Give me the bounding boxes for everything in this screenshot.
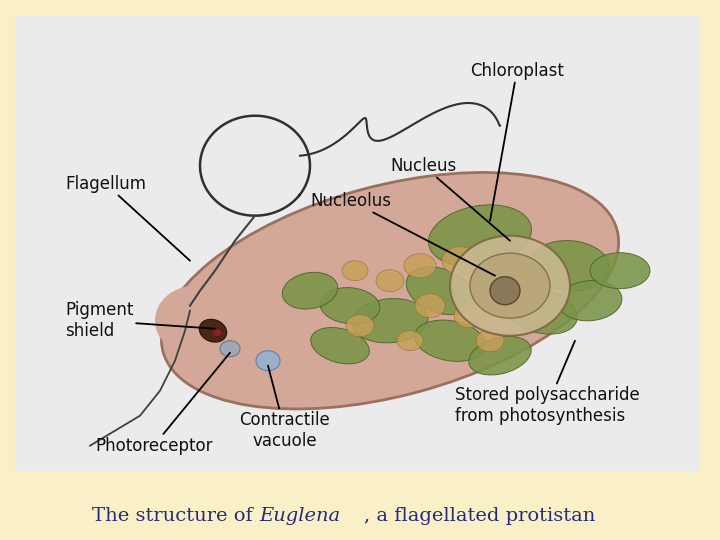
Ellipse shape — [454, 303, 486, 328]
Ellipse shape — [530, 240, 610, 291]
Ellipse shape — [450, 235, 570, 336]
Ellipse shape — [342, 261, 368, 281]
Ellipse shape — [428, 205, 531, 267]
Text: Stored polysaccharide
from photosynthesis: Stored polysaccharide from photosynthesi… — [455, 341, 640, 425]
Ellipse shape — [212, 329, 222, 337]
Ellipse shape — [311, 328, 369, 364]
Ellipse shape — [404, 254, 436, 278]
Ellipse shape — [346, 315, 374, 337]
Ellipse shape — [476, 330, 504, 352]
Text: Flagellum: Flagellum — [65, 175, 190, 261]
Ellipse shape — [161, 172, 618, 409]
Text: Pigment
shield: Pigment shield — [65, 301, 215, 340]
Ellipse shape — [282, 272, 338, 309]
Text: The structure of: The structure of — [92, 507, 259, 525]
Text: Nucleolus: Nucleolus — [310, 192, 495, 276]
Ellipse shape — [256, 350, 280, 370]
Ellipse shape — [490, 276, 520, 305]
Ellipse shape — [442, 247, 478, 275]
Text: , a flagellated protistan: , a flagellated protistan — [364, 507, 595, 525]
FancyBboxPatch shape — [15, 16, 700, 471]
Ellipse shape — [469, 336, 531, 375]
Text: Photoreceptor: Photoreceptor — [95, 353, 230, 455]
Ellipse shape — [352, 299, 428, 343]
Ellipse shape — [397, 330, 423, 350]
Ellipse shape — [503, 287, 577, 334]
Ellipse shape — [558, 281, 622, 321]
Ellipse shape — [590, 253, 650, 289]
Text: Nucleus: Nucleus — [390, 157, 510, 241]
Text: Contractile
vacuole: Contractile vacuole — [240, 366, 330, 450]
Ellipse shape — [470, 253, 550, 318]
Ellipse shape — [415, 320, 485, 361]
Ellipse shape — [320, 288, 380, 324]
Ellipse shape — [415, 294, 445, 318]
Ellipse shape — [376, 269, 404, 292]
Text: Euglena: Euglena — [259, 507, 341, 525]
Ellipse shape — [406, 267, 474, 315]
Ellipse shape — [220, 341, 240, 357]
Text: Chloroplast: Chloroplast — [470, 62, 564, 221]
Ellipse shape — [199, 319, 227, 342]
Ellipse shape — [155, 286, 235, 356]
